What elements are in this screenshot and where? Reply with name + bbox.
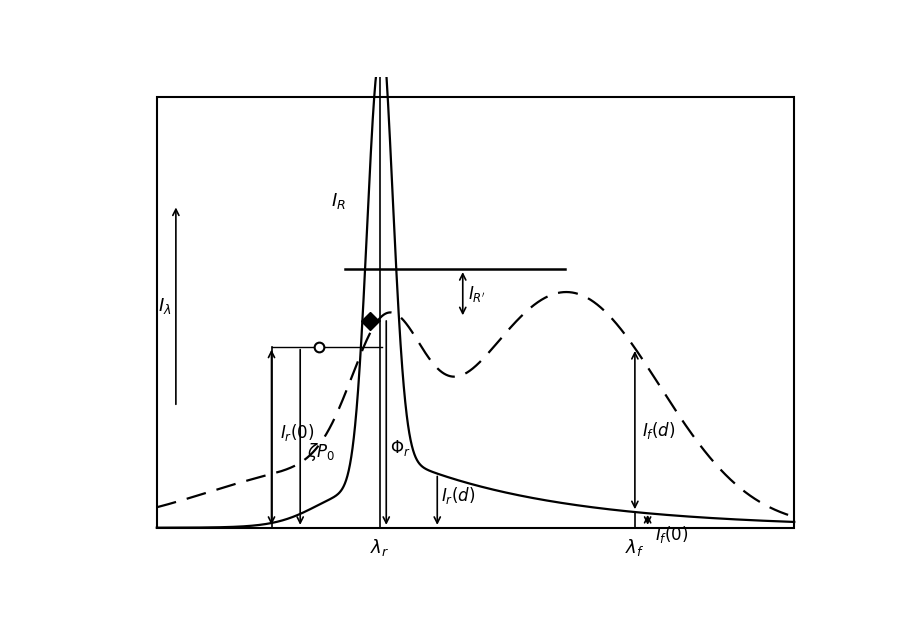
Text: $I_f(d)$: $I_f(d)$ bbox=[642, 420, 675, 440]
Text: $\zeta P_0$: $\zeta P_0$ bbox=[307, 441, 335, 463]
Text: $I_r(d)$: $I_r(d)$ bbox=[441, 485, 475, 506]
Bar bbox=[157, 97, 794, 528]
Text: $\Phi_r$: $\Phi_r$ bbox=[389, 438, 410, 458]
Text: $I_R$: $I_R$ bbox=[331, 191, 345, 211]
Text: $I_f(0)$: $I_f(0)$ bbox=[654, 524, 688, 545]
Text: $I_{R'}$: $I_{R'}$ bbox=[468, 284, 486, 303]
Text: $I_\lambda$: $I_\lambda$ bbox=[158, 296, 171, 316]
Text: $\lambda_f$: $\lambda_f$ bbox=[625, 537, 644, 558]
Text: $\lambda_r$: $\lambda_r$ bbox=[370, 537, 389, 558]
Text: $I_r(0)$: $I_r(0)$ bbox=[280, 422, 314, 443]
